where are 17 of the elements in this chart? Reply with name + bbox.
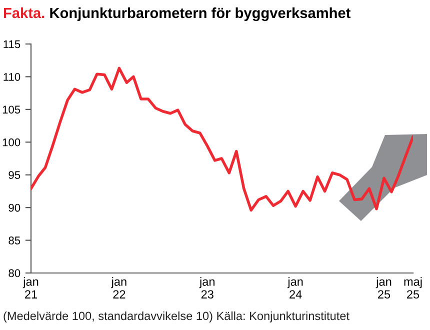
x-tick-label: jan 24	[287, 277, 303, 298]
chart-title: Fakta. Konjunkturbarometern för byggverksamhet	[4, 7, 351, 22]
y-tick-label: 80	[8, 269, 20, 278]
x-tick-label: jan 25	[376, 277, 392, 299]
y-tick-label: 115	[4, 40, 20, 48]
x-tick-label: jan 23	[199, 277, 214, 299]
x-tick-label: jan 21	[22, 277, 38, 298]
line-series	[31, 66, 413, 212]
y-tick-label: 95	[8, 171, 20, 179]
y-tick-label: 85	[8, 236, 20, 244]
y-tick-label: 105	[2, 106, 20, 114]
y-tick-label: 110	[4, 72, 20, 81]
y-tick-label: 90	[8, 204, 20, 212]
y-tick-label: 100	[2, 138, 20, 146]
text: (Medelvärde 100, standardavvikelse 10) Källa: Konjunkturinstitutet	[4, 311, 350, 322]
x-tick-label: maj 25	[404, 277, 422, 299]
x-tick-label: jan 22	[111, 277, 126, 298]
